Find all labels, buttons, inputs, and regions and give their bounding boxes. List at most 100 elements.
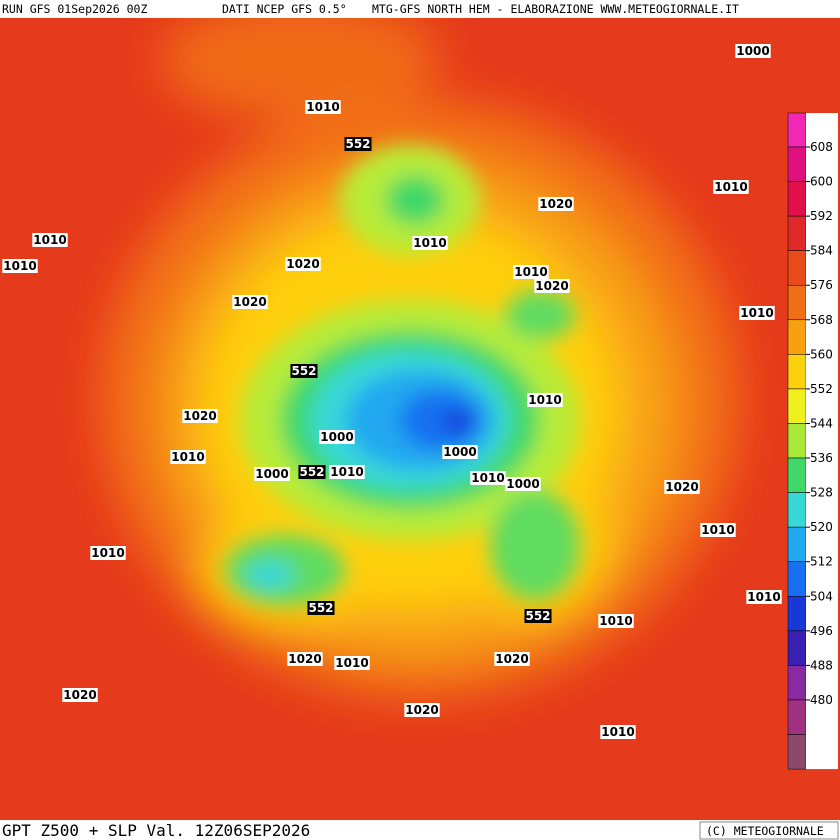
colorbar-panel	[806, 113, 838, 770]
colorbar-swatch	[787, 146, 807, 182]
contour-label: 1010	[527, 393, 563, 407]
colorbar-swatch	[787, 284, 807, 321]
contour-label-box	[404, 703, 440, 717]
colorbar-swatch	[787, 596, 807, 632]
colorbar-label: 592	[810, 209, 833, 223]
colorbar: 608 600 592 584 576 568 560 552 544 536 528 520 512 5…	[787, 112, 838, 770]
contour-label-box	[287, 652, 323, 666]
contour-label: 1010	[739, 306, 775, 320]
contour-label: 552	[298, 465, 326, 479]
copyright: (C) METEOGIORNALE	[706, 824, 824, 838]
contour-label-box	[513, 265, 549, 279]
contour-label: 1000	[319, 430, 355, 444]
contour-label: 1010	[305, 100, 341, 114]
contour-label-text: 1010	[413, 236, 446, 250]
colorbar-swatch	[787, 699, 807, 735]
colorbar-swatch	[787, 319, 807, 355]
colorbar-swatch	[787, 388, 807, 424]
contour-label: 1010	[513, 265, 549, 279]
contour-label-text: 552	[525, 609, 550, 623]
contour-label: 1020	[287, 652, 323, 666]
colorbar-label: 568	[810, 313, 833, 327]
contour-label-box	[334, 656, 370, 670]
contour-label: 1010	[412, 236, 448, 250]
contour-label-text: 1000	[506, 477, 539, 491]
contour-label-box	[182, 409, 218, 423]
contour-label: 1020	[664, 480, 700, 494]
contour-label-box	[344, 137, 372, 151]
contour-label-text: 1000	[736, 44, 769, 58]
contour-label-box	[232, 295, 268, 309]
contour-label-box	[470, 471, 506, 485]
contour-label: 1010	[90, 546, 126, 560]
contour-label-box	[534, 279, 570, 293]
colorbar-label: 608	[810, 140, 833, 154]
contour-label-box	[746, 590, 782, 604]
contour-label: 1020	[232, 295, 268, 309]
contour-label: 552	[307, 601, 335, 615]
colorbar-swatch	[787, 250, 807, 286]
contour-label-text: 1020	[183, 409, 216, 423]
contour-label-box	[319, 430, 355, 444]
contour-label-box	[285, 257, 321, 271]
copyright-box	[699, 821, 839, 840]
contour-label-text: 552	[291, 364, 316, 378]
colorbar-label: 560	[810, 347, 833, 361]
contour-label-box	[412, 236, 448, 250]
contour-label-text: 1010	[306, 100, 339, 114]
contour-label: 1000	[505, 477, 541, 491]
contour-label-text: 1010	[471, 471, 504, 485]
contour-label: 1010	[32, 233, 68, 247]
contour-label-box	[442, 445, 478, 459]
contour-label-box	[527, 393, 563, 407]
contour-label-box	[254, 467, 290, 481]
contour-label-text: 1010	[33, 233, 66, 247]
contour-label-text: 1020	[286, 257, 319, 271]
contour-label-text: 1010	[335, 656, 368, 670]
contour-label: 1020	[534, 279, 570, 293]
contour-label: 552	[344, 137, 372, 151]
contour-label-text: 1020	[539, 197, 572, 211]
contour-label: 1020	[494, 652, 530, 666]
colorbar-swatch	[787, 215, 807, 251]
contour-label-box	[739, 306, 775, 320]
colorbar-swatch	[787, 526, 807, 562]
contour-label-box	[170, 450, 206, 464]
contour-label: 1010	[2, 259, 38, 273]
colorbar-label: 600	[810, 175, 833, 189]
contour-label-box	[700, 523, 736, 537]
contour-label-box	[505, 477, 541, 491]
header-bar	[0, 0, 840, 18]
contour-label-text: 1020	[535, 279, 568, 293]
contour-label-text: 1020	[288, 652, 321, 666]
contour-label-box	[62, 688, 98, 702]
contour-label: 1000	[442, 445, 478, 459]
colorbar-label: 504	[810, 589, 833, 603]
contour-label-box	[2, 259, 38, 273]
contour-label: 1010	[334, 656, 370, 670]
contour-label-text: 1010	[330, 465, 363, 479]
contour-label-text: 1010	[528, 393, 561, 407]
low-height-field	[225, 145, 580, 605]
contour-label: 1020	[285, 257, 321, 271]
contour-label-text: 1000	[320, 430, 353, 444]
contour-label: 552	[290, 364, 318, 378]
contour-label-text: 1000	[443, 445, 476, 459]
colorbar-label: 536	[810, 451, 833, 465]
contour-label-box	[32, 233, 68, 247]
colorbar-swatch	[787, 665, 807, 701]
contour-label-box	[664, 480, 700, 494]
contour-label-text: 1010	[701, 523, 734, 537]
colorbar-swatch	[787, 630, 807, 666]
contour-label-box	[298, 465, 326, 479]
colorbar-swatch	[787, 561, 807, 597]
colorbar-label: 488	[810, 658, 833, 672]
colorbar-label: 528	[810, 486, 833, 500]
contour-label-box	[713, 180, 749, 194]
contour-label: 1010	[600, 725, 636, 739]
colorbar-label: 480	[810, 693, 833, 707]
colorbar-label: 520	[810, 520, 833, 534]
contour-label-box	[598, 614, 634, 628]
